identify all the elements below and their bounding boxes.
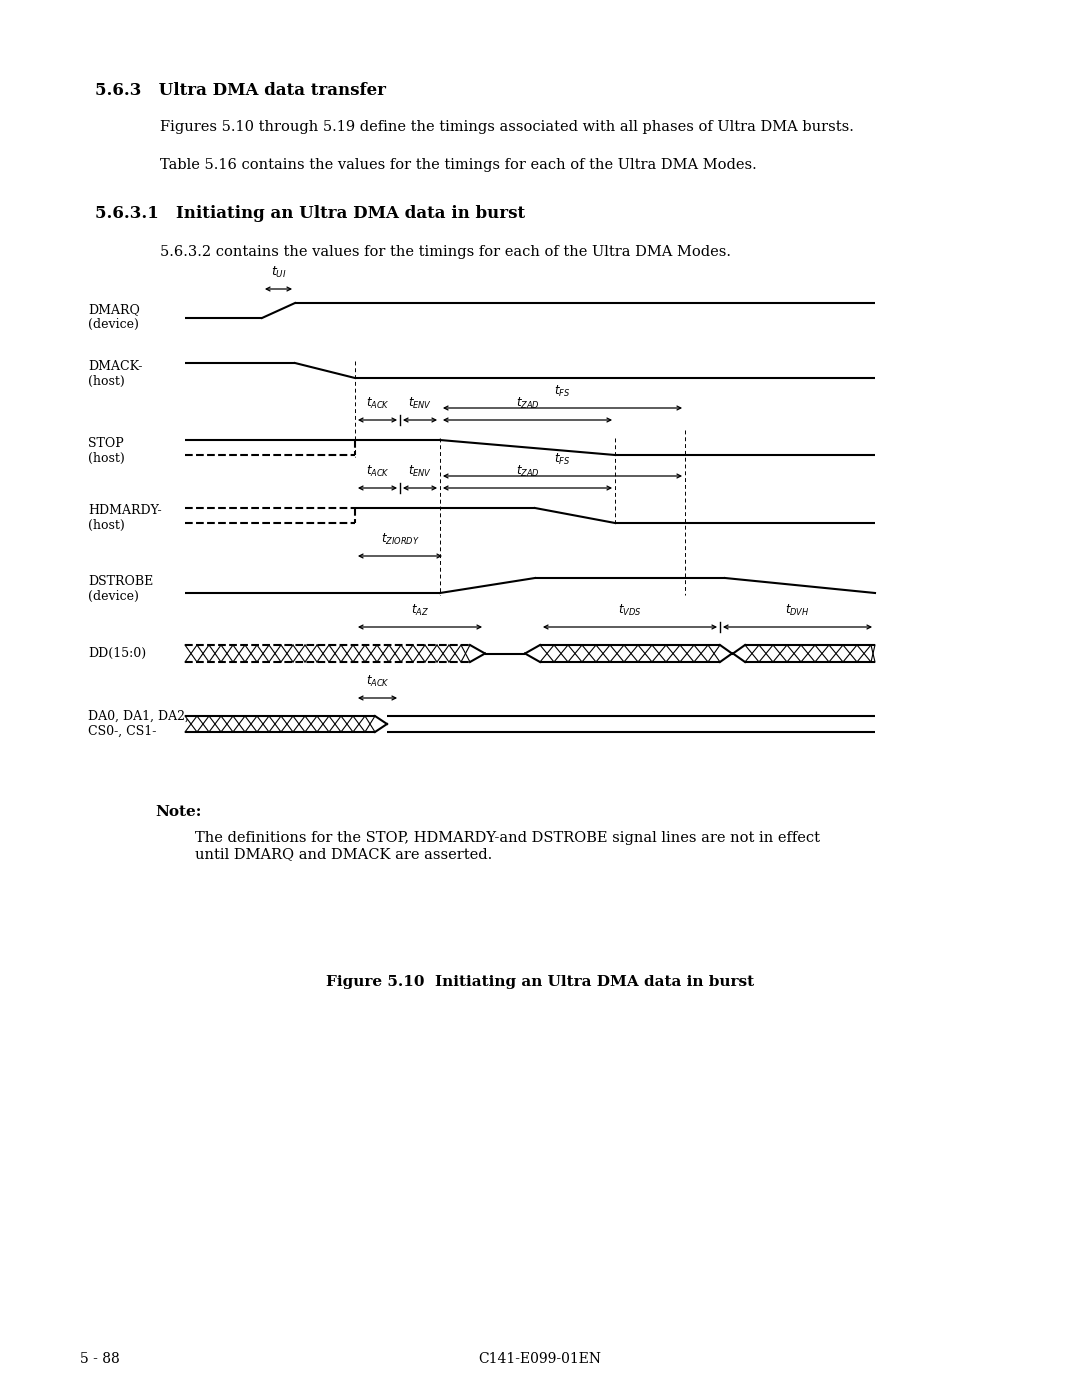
Text: DA0, DA1, DA2,
CS0-, CS1-: DA0, DA1, DA2, CS0-, CS1- (87, 710, 189, 738)
Text: $t_{DVH}$: $t_{DVH}$ (785, 604, 810, 617)
Text: Table 5.16 contains the values for the timings for each of the Ultra DMA Modes.: Table 5.16 contains the values for the t… (160, 158, 757, 172)
Text: $t_{ACK}$: $t_{ACK}$ (365, 673, 390, 689)
Text: C141-E099-01EN: C141-E099-01EN (478, 1352, 602, 1366)
Text: $t_{UI}$: $t_{UI}$ (271, 265, 286, 279)
Text: $t_{FS}$: $t_{FS}$ (554, 451, 570, 467)
Text: Figure 5.10  Initiating an Ultra DMA data in burst: Figure 5.10 Initiating an Ultra DMA data… (326, 975, 754, 989)
Text: Note:: Note: (156, 805, 201, 819)
Text: $t_{ACK}$: $t_{ACK}$ (365, 395, 390, 411)
Text: $t_{ZAD}$: $t_{ZAD}$ (515, 395, 539, 411)
Text: $t_{ENV}$: $t_{ENV}$ (408, 464, 432, 479)
Text: 5 - 88: 5 - 88 (80, 1352, 120, 1366)
Text: DMACK-
(host): DMACK- (host) (87, 360, 143, 388)
Text: 5.6.3   Ultra DMA data transfer: 5.6.3 Ultra DMA data transfer (95, 82, 386, 99)
Text: $t_{AZ}$: $t_{AZ}$ (411, 604, 429, 617)
Text: $t_{FS}$: $t_{FS}$ (554, 384, 570, 400)
Text: $t_{VDS}$: $t_{VDS}$ (618, 604, 642, 617)
Text: Figures 5.10 through 5.19 define the timings associated with all phases of Ultra: Figures 5.10 through 5.19 define the tim… (160, 120, 854, 134)
Text: $t_{ZAD}$: $t_{ZAD}$ (515, 464, 539, 479)
Text: DD(15:0): DD(15:0) (87, 647, 146, 659)
Text: DMARQ
(device): DMARQ (device) (87, 303, 140, 331)
Text: $t_{ZIORDY}$: $t_{ZIORDY}$ (380, 532, 419, 548)
Text: $t_{ENV}$: $t_{ENV}$ (408, 395, 432, 411)
Text: DSTROBE
(device): DSTROBE (device) (87, 576, 153, 604)
Text: The definitions for the STOP, HDMARDY-and DSTROBE signal lines are not in effect: The definitions for the STOP, HDMARDY-an… (195, 831, 820, 861)
Text: STOP
(host): STOP (host) (87, 437, 125, 465)
Text: 5.6.3.1   Initiating an Ultra DMA data in burst: 5.6.3.1 Initiating an Ultra DMA data in … (95, 205, 525, 222)
Text: HDMARDY-
(host): HDMARDY- (host) (87, 504, 162, 532)
Text: 5.6.3.2 contains the values for the timings for each of the Ultra DMA Modes.: 5.6.3.2 contains the values for the timi… (160, 244, 731, 258)
Text: $t_{ACK}$: $t_{ACK}$ (365, 464, 390, 479)
